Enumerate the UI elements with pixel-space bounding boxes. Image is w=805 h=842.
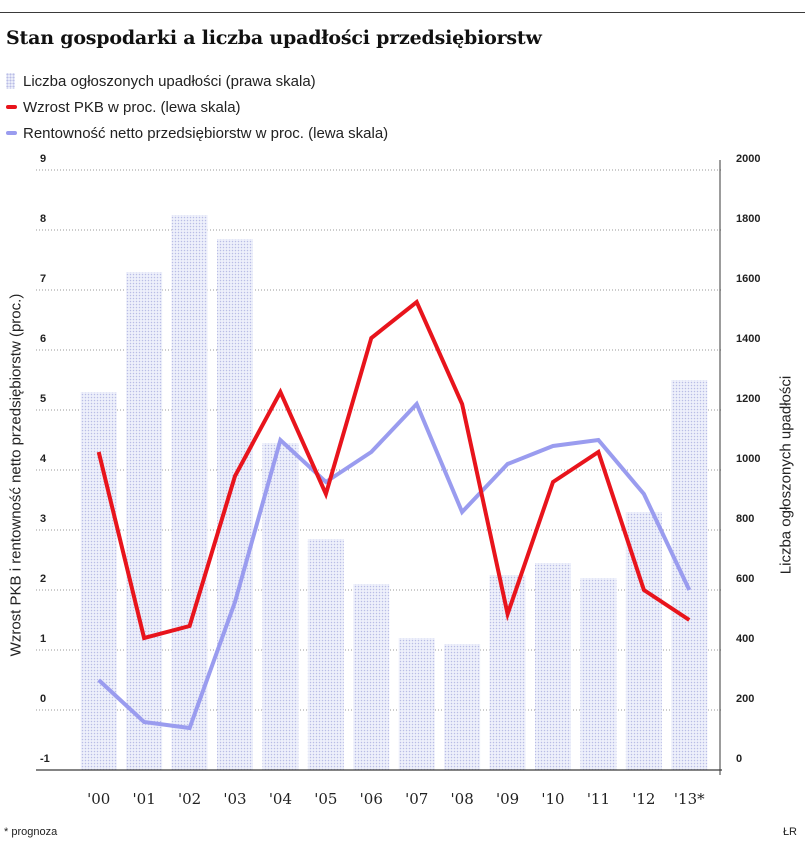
left-tick-label: 1 bbox=[40, 633, 46, 645]
axes bbox=[36, 160, 722, 775]
line-gdp bbox=[96, 298, 691, 641]
bars bbox=[80, 215, 708, 770]
tick-labels: -1 0 1 2 3 4 5 6 7 8 9 0 200 400 600 800 1000 1200 1400 160… bbox=[40, 153, 760, 808]
x-tick-label: '08 bbox=[451, 790, 474, 808]
bar-bankruptcies-01 bbox=[126, 272, 163, 770]
x-tick-label: '11 bbox=[587, 790, 610, 808]
left-tick-label: 9 bbox=[40, 153, 46, 165]
x-tick-label: '05 bbox=[314, 790, 337, 808]
bar-bankruptcies-02 bbox=[171, 215, 208, 770]
left-tick-label: 3 bbox=[40, 513, 46, 525]
legend-swatch-profitability-line bbox=[6, 131, 17, 135]
legend-item-bankruptcies: Liczba ogłoszonych upadłości (prawa skal… bbox=[6, 68, 388, 94]
bar-bankruptcies-04 bbox=[262, 443, 299, 770]
bar-bankruptcies-00 bbox=[80, 392, 117, 770]
left-tick-label: 0 bbox=[40, 693, 46, 705]
left-tick-label: 5 bbox=[40, 393, 46, 405]
lines bbox=[96, 298, 692, 731]
bar-bankruptcies-05 bbox=[307, 539, 344, 770]
bar-bankruptcies-10 bbox=[535, 563, 571, 770]
x-tick-label: '10 bbox=[541, 790, 564, 808]
x-tick-label: '13* bbox=[674, 790, 705, 808]
bar-bankruptcies-03 bbox=[217, 239, 253, 770]
source-label: ŁR bbox=[782, 826, 797, 838]
legend-label-gdp: Wzrost PKB w proc. (lewa skala) bbox=[23, 98, 241, 116]
right-tick-label: 600 bbox=[736, 573, 754, 585]
legend-label-bankruptcies: Liczba ogłoszonych upadłości (prawa skal… bbox=[23, 72, 316, 90]
left-tick-label: 4 bbox=[40, 453, 47, 465]
right-tick-label: 800 bbox=[736, 513, 754, 525]
left-tick-label: 7 bbox=[40, 273, 46, 285]
x-tick-label: '01 bbox=[133, 790, 156, 808]
left-tick-label: 6 bbox=[40, 333, 46, 345]
bar-bankruptcies-09 bbox=[489, 575, 526, 770]
x-tick-label: '02 bbox=[178, 790, 201, 808]
line-profitability bbox=[97, 400, 692, 731]
legend-item-gdp: Wzrost PKB w proc. (lewa skala) bbox=[6, 94, 388, 120]
legend-swatch-gdp-line bbox=[6, 105, 17, 109]
right-tick-label: 0 bbox=[736, 753, 742, 765]
x-tick-label: '00 bbox=[87, 790, 110, 808]
x-tick-label: '07 bbox=[405, 790, 428, 808]
bar-bankruptcies-08 bbox=[444, 644, 481, 770]
right-tick-label: 1800 bbox=[736, 213, 760, 225]
left-tick-label: -1 bbox=[40, 753, 50, 765]
right-axis-title: Liczba ogłoszonych upadłości bbox=[777, 375, 795, 575]
right-tick-label: 1000 bbox=[736, 453, 760, 465]
legend-swatch-bar bbox=[6, 73, 15, 89]
legend: Liczba ogłoszonych upadłości (prawa skal… bbox=[6, 68, 388, 146]
right-tick-label: 200 bbox=[736, 693, 754, 705]
right-tick-label: 2000 bbox=[736, 153, 760, 165]
x-tick-label: '12 bbox=[632, 790, 655, 808]
right-tick-label: 1200 bbox=[736, 393, 760, 405]
right-tick-label: 1400 bbox=[736, 333, 760, 345]
chart-title: Stan gospodarki a liczba upadłości przed… bbox=[6, 27, 542, 49]
x-tick-label: '09 bbox=[496, 790, 519, 808]
x-tick-label: '03 bbox=[223, 790, 246, 808]
left-tick-label: 8 bbox=[40, 213, 46, 225]
bar-bankruptcies-11 bbox=[580, 578, 617, 770]
legend-item-profitability: Rentowność netto przedsiębiorstw w proc.… bbox=[6, 120, 388, 146]
right-tick-label: 1600 bbox=[736, 273, 760, 285]
left-axis-title: Wzrost PKB i rentowność netto przedsiębi… bbox=[7, 293, 25, 657]
top-rule bbox=[0, 12, 805, 13]
bar-bankruptcies-13 bbox=[671, 380, 708, 770]
right-tick-label: 400 bbox=[736, 633, 754, 645]
legend-label-profitability: Rentowność netto przedsiębiorstw w proc.… bbox=[23, 124, 389, 142]
left-tick-label: 2 bbox=[40, 573, 46, 585]
x-tick-label: '04 bbox=[269, 790, 292, 808]
footnote: * prognoza bbox=[4, 826, 58, 838]
x-tick-label: '06 bbox=[360, 790, 383, 808]
bar-bankruptcies-06 bbox=[353, 584, 390, 770]
bar-bankruptcies-07 bbox=[398, 638, 435, 770]
